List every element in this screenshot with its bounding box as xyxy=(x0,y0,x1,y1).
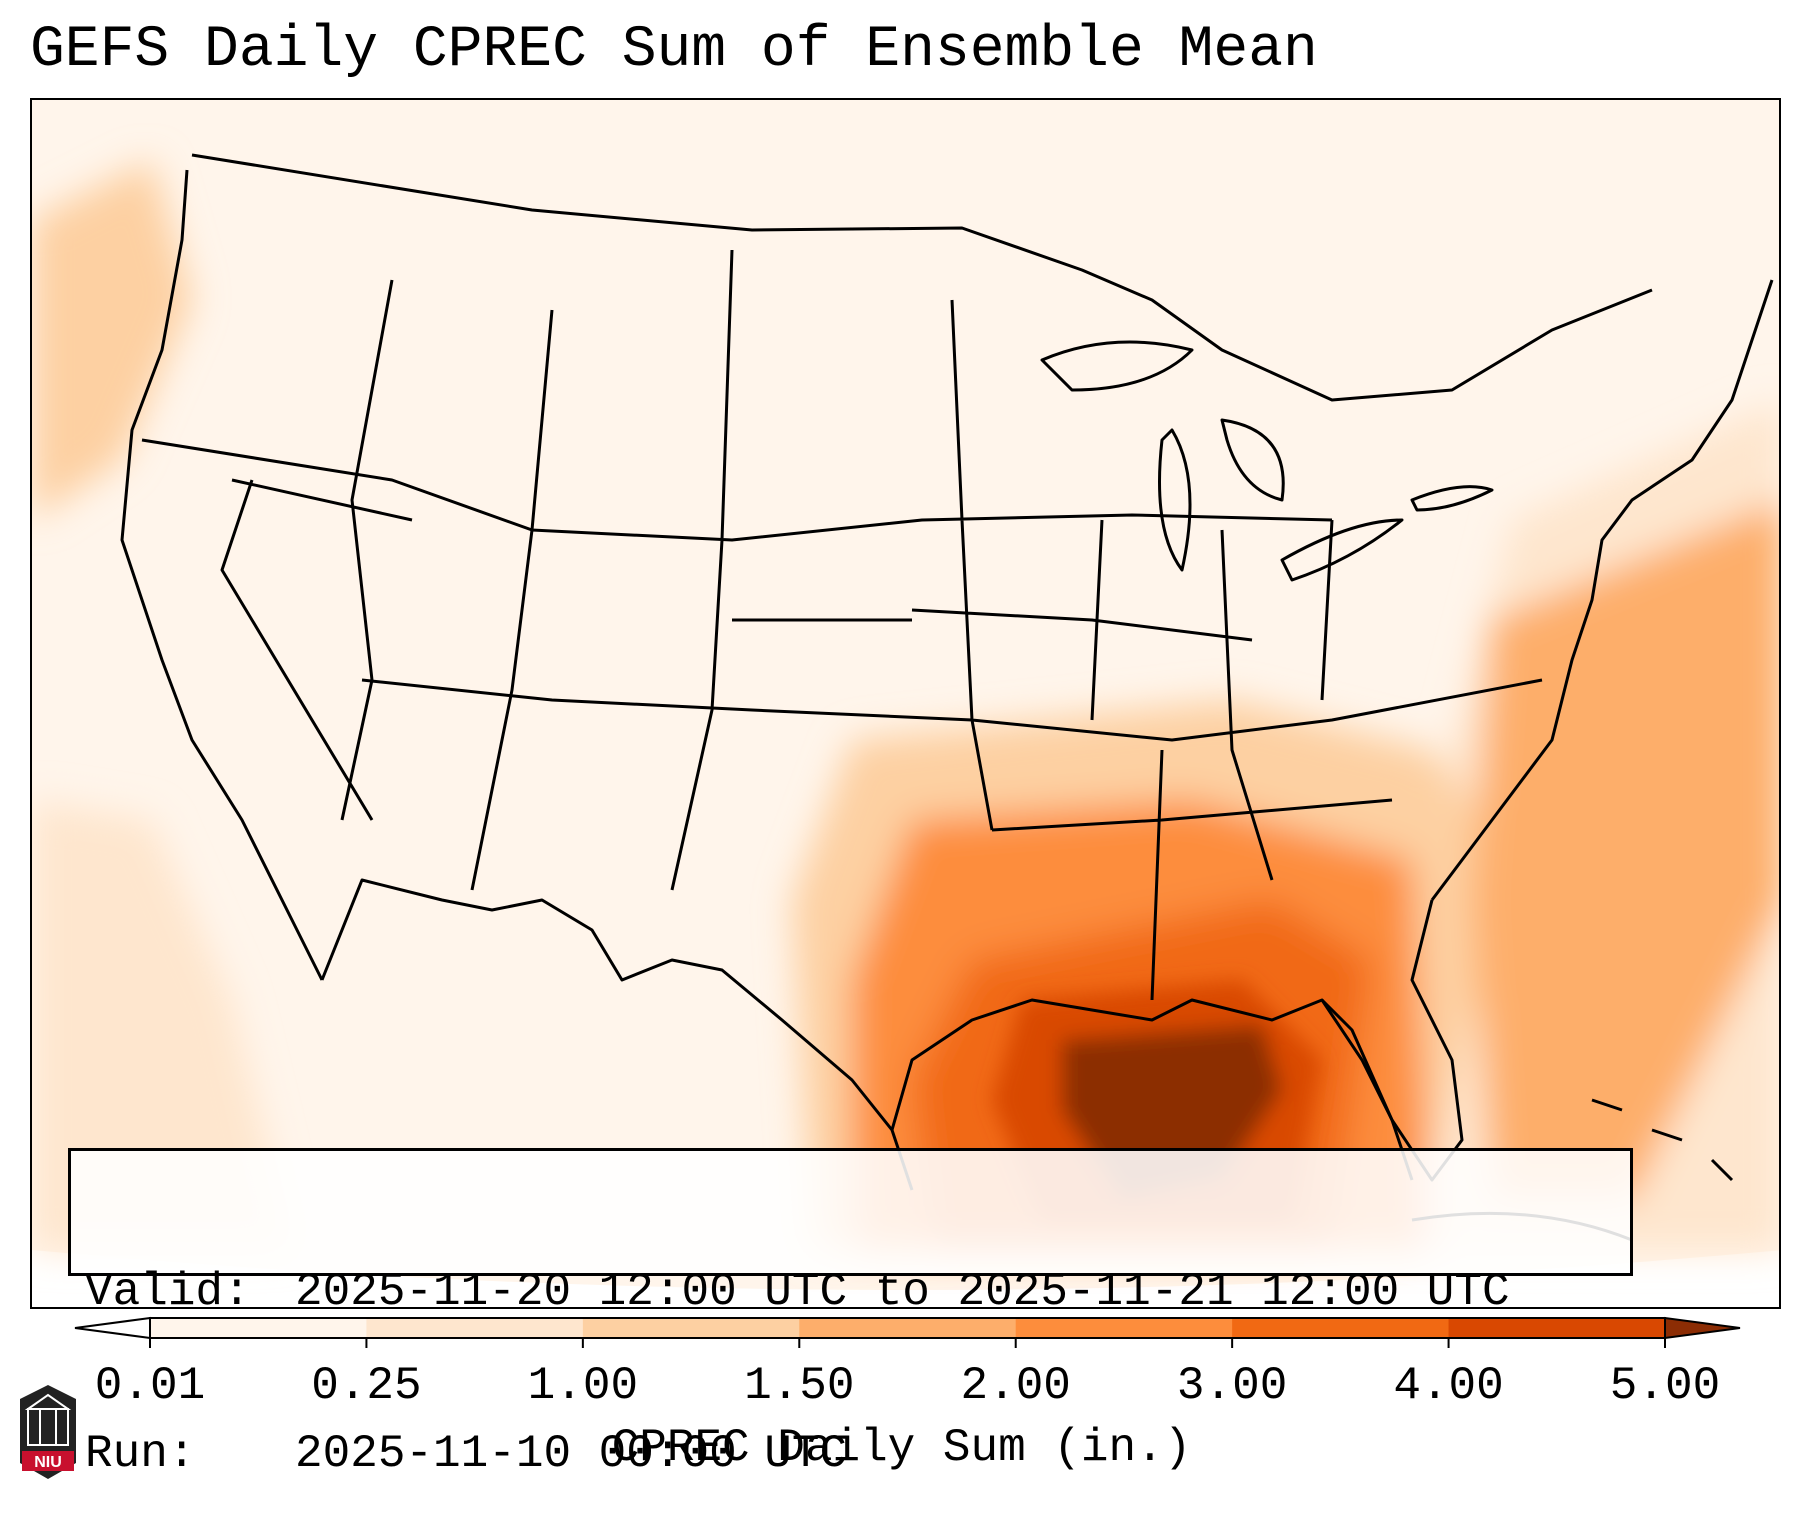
colorbar-segment xyxy=(150,1318,367,1338)
colorbar-tick-label: 2.00 xyxy=(960,1360,1071,1412)
colorbar-segment xyxy=(1232,1318,1450,1338)
colorbar-tick-label: 3.00 xyxy=(1176,1360,1288,1412)
colorbar-tick-label: 1.00 xyxy=(527,1360,639,1412)
colorbar-svg xyxy=(74,1316,1741,1348)
colorbar-segment xyxy=(1015,1318,1233,1338)
precip-zone-pacific-south xyxy=(32,800,292,1250)
coastline-east xyxy=(1430,279,1774,901)
map-panel xyxy=(30,98,1781,1309)
colorbar-segment xyxy=(799,1318,1017,1338)
border-us-mexico xyxy=(320,878,914,1191)
run-value: 2025-11-10 00:00 UTC xyxy=(295,1428,848,1480)
colorbar-tick-label: 5.00 xyxy=(1609,1360,1721,1412)
valid-label: Valid: xyxy=(85,1266,251,1318)
colorbar-outline xyxy=(149,1317,1666,1339)
colorbar-tick-label: 0.25 xyxy=(311,1360,422,1412)
colorbar-tick-label: 1.50 xyxy=(744,1360,855,1412)
niu-logo: NIU xyxy=(20,1385,76,1479)
run-row: Run: 2025-11-10 00:00 UTC xyxy=(85,1427,1616,1481)
bahamas xyxy=(1591,1098,1734,1182)
colorbar-label: CPREC Daily Sum (in.) xyxy=(611,1422,1192,1474)
state-lines xyxy=(141,249,1543,1001)
colorbar-tick-label: 4.00 xyxy=(1393,1360,1504,1412)
coastline-gulf xyxy=(890,899,1464,1182)
run-label: Run: xyxy=(85,1428,196,1480)
map-domain-edge xyxy=(32,1250,1779,1307)
lake-superior xyxy=(1040,340,1194,392)
map-title: GEFS Daily CPREC Sum of Ensemble Mean xyxy=(30,18,1318,83)
colorbar: 0.01 0.25 1.00 1.50 2.00 3.00 4.00 5.00 CPREC D… xyxy=(0,1310,1803,1500)
precip-map xyxy=(32,100,1779,1307)
lake-erie xyxy=(1280,518,1404,582)
valid-run-info: Valid: 2025-11-20 12:00 UTC to 2025-11-21… xyxy=(68,1148,1633,1480)
lake-huron xyxy=(1220,418,1285,502)
colorbar-tick-label: 0.01 xyxy=(94,1360,206,1412)
coastline-west xyxy=(120,169,324,981)
colorbar-extend-min xyxy=(74,1316,151,1340)
colorbar-segment xyxy=(582,1318,800,1338)
colorbar-segment xyxy=(1448,1318,1666,1338)
border-us-canada xyxy=(191,153,1653,402)
lake-ontario xyxy=(1410,485,1494,512)
map-outlines xyxy=(120,153,1774,1242)
precip-zone-pacific xyxy=(32,160,192,520)
lake-michigan xyxy=(1158,428,1192,572)
colorbar-extend-max xyxy=(1664,1316,1741,1340)
colorbar-segment xyxy=(366,1318,584,1338)
precip-zone-atlantic-band xyxy=(1472,501,1779,1200)
niu-logo-text: NIU xyxy=(34,1454,62,1471)
valid-value: 2025-11-20 12:00 UTC to 2025-11-21 12:00… xyxy=(295,1266,1510,1318)
valid-row: Valid: 2025-11-20 12:00 UTC to 2025-11-21… xyxy=(85,1265,1616,1319)
